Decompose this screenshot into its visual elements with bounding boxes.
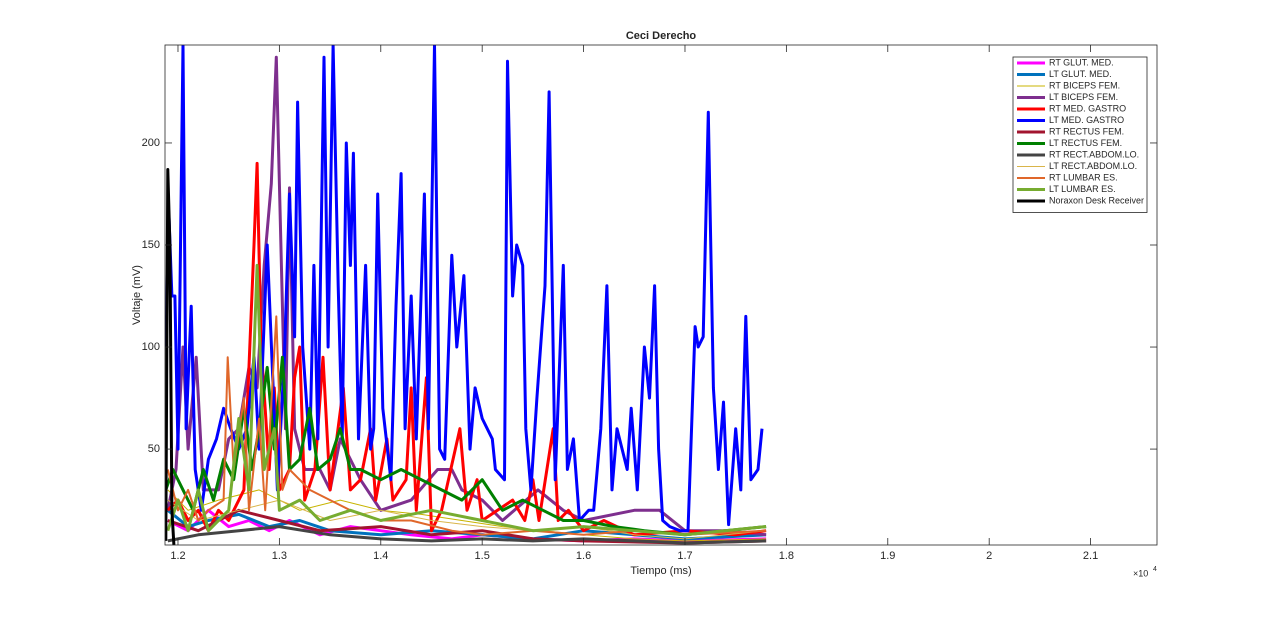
series-line: [166, 315, 767, 536]
legend-label: RT LUMBAR ES.: [1049, 172, 1118, 182]
legend-label: LT RECTUS FEM.: [1049, 138, 1122, 148]
x-axis-label: Tiempo (ms): [630, 565, 691, 577]
legend-label: RT MED. GASTRO: [1049, 103, 1126, 113]
plot-area: [165, 45, 767, 545]
legend-box: [1012, 56, 1148, 213]
y-tick-label: 200: [142, 137, 160, 149]
legend-label: RT GLUT. MED.: [1049, 57, 1114, 67]
series-line: [167, 525, 767, 545]
series-line: [165, 45, 764, 533]
legend-label: RT RECT.ABDOM.LO.: [1049, 149, 1139, 159]
x-tick-label: 1.5: [475, 550, 490, 562]
series-line: [166, 55, 767, 537]
y-axis-label: Voltaje (mV): [131, 265, 143, 325]
legend-label: LT MED. GASTRO: [1049, 115, 1124, 125]
x-tick-label: 2: [986, 550, 992, 562]
y-tick-label: 50: [148, 443, 160, 455]
series-line: [166, 263, 767, 537]
series-line: [167, 508, 767, 545]
x-tick-label: 1.9: [880, 550, 895, 562]
axes-box: [164, 44, 1158, 546]
x-tick-label: 1.2: [170, 550, 185, 562]
legend-label: Noraxon Desk Receiver: [1049, 195, 1144, 205]
legend-label: RT RECTUS FEM.: [1049, 126, 1124, 136]
x-tick-label: 1.7: [677, 550, 692, 562]
series-line: [167, 489, 767, 542]
x-tick-label: 1.8: [779, 550, 794, 562]
legend-label: LT LUMBAR ES.: [1049, 184, 1116, 194]
x-tick-label: 2.1: [1083, 550, 1098, 562]
x-tick-label: 1.3: [272, 550, 287, 562]
y-tick-label: 100: [142, 341, 160, 353]
chart-title: Ceci Derecho: [626, 30, 697, 42]
x-multiplier: ×10: [1133, 568, 1148, 578]
legend-label: RT BICEPS FEM.: [1049, 80, 1120, 90]
x-tick-label: 1.6: [576, 550, 591, 562]
y-tick-label: 150: [142, 239, 160, 251]
series-line: [166, 161, 767, 537]
legend-label: LT GLUT. MED.: [1049, 69, 1112, 79]
series-line: [165, 168, 176, 545]
x-multiplier-exponent: 4: [1153, 566, 1157, 573]
legend-label: LT RECT.ABDOM.LO.: [1049, 161, 1137, 171]
legend-label: LT BICEPS FEM.: [1049, 92, 1118, 102]
series-line: [167, 499, 767, 540]
x-tick-label: 1.4: [373, 550, 388, 562]
